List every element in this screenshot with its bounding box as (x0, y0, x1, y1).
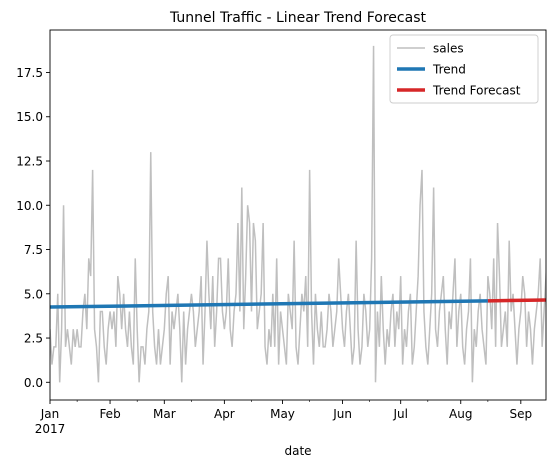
x-tick-label: Apr (214, 407, 235, 421)
y-tick-label: 2.5 (24, 332, 43, 346)
y-tick-label: 17.5 (16, 66, 43, 80)
x-tick-label: Feb (99, 407, 120, 421)
x-tick-label: Jul (392, 407, 407, 421)
legend-label-sales: sales (433, 42, 464, 56)
x-axis-label: date (284, 444, 311, 458)
y-tick-label: 15.0 (16, 110, 43, 124)
x-tick-label: Sep (510, 407, 533, 421)
legend-label-trend: Trend (432, 63, 466, 77)
y-tick-label: 0.0 (24, 376, 43, 390)
legend: sales Trend Trend Forecast (390, 35, 538, 103)
y-tick-label: 7.5 (24, 243, 43, 257)
x-tick-year-label: 2017 (35, 422, 66, 436)
chart-title: Tunnel Traffic - Linear Trend Forecast (169, 10, 426, 26)
y-tick-label: 10.0 (16, 199, 43, 213)
legend-label-trend-forecast: Trend Forecast (432, 84, 521, 98)
x-tick-label: Mar (153, 407, 176, 421)
x-tick-label: Jan (40, 407, 60, 421)
x-tick-label: Jun (332, 407, 352, 421)
x-tick-label: May (270, 407, 295, 421)
y-tick-label: 5.0 (24, 287, 43, 301)
x-tick-label: Aug (449, 407, 472, 421)
y-tick-label: 12.5 (16, 155, 43, 169)
series-trend-forecast-line (488, 300, 546, 301)
